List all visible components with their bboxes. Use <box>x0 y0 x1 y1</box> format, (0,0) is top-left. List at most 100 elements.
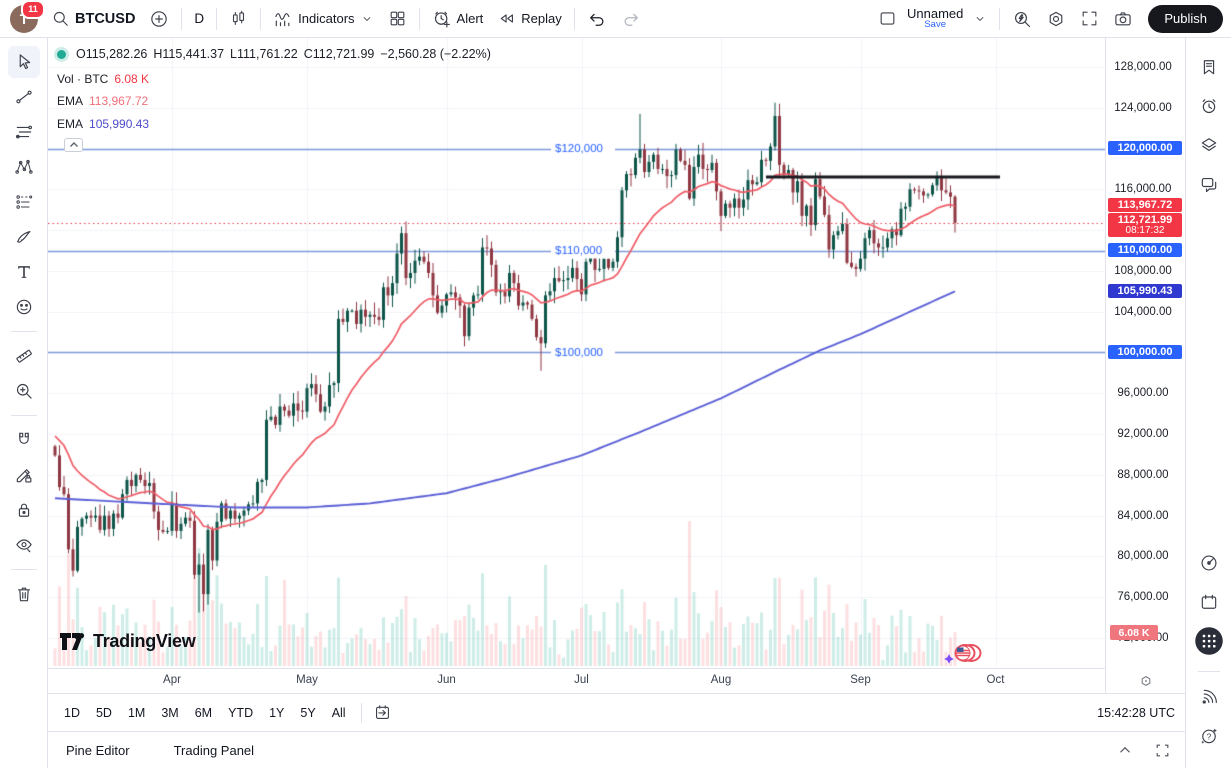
ohlc-legend-row[interactable]: O115,282.26 H115,441.37 L111,761.22 C112… <box>57 45 491 63</box>
chart-legend: O115,282.26 H115,441.37 L111,761.22 C112… <box>57 45 491 131</box>
lock-icon <box>14 500 34 520</box>
expand-panel-chevron-button[interactable] <box>1116 741 1134 759</box>
plus-circle-icon <box>149 9 169 29</box>
svg-text:?: ? <box>1206 731 1211 741</box>
replay-rewind-icon <box>497 9 516 28</box>
range-button-all[interactable]: All <box>331 705 346 720</box>
tab-trading-panel[interactable]: Trading Panel <box>173 742 255 758</box>
chat-panel-button[interactable] <box>1194 169 1224 199</box>
help-panel-button[interactable]: ? <box>1194 721 1224 751</box>
price-axis-tick: 128,000.00 <box>1114 61 1172 73</box>
undo-button[interactable] <box>580 5 614 33</box>
fullscreen-button[interactable] <box>1073 5 1106 33</box>
range-button-1d[interactable]: 1D <box>64 705 80 720</box>
ema-blue-legend-row[interactable]: EMA 105,990.43 <box>57 117 491 131</box>
time-axis[interactable]: Apr May Jun Jul Aug Sep Oct <box>48 668 1105 694</box>
layers-icon <box>1199 135 1219 155</box>
replay-button[interactable]: Replay <box>490 5 568 33</box>
redo-button[interactable] <box>614 5 648 33</box>
candlestick-chart-canvas[interactable] <box>48 38 1105 668</box>
volume-legend-row[interactable]: Vol · BTC 6.08 K <box>57 72 491 86</box>
ema-red-legend-row[interactable]: EMA 113,967.72 <box>57 94 491 108</box>
legend-change: −2,560.28 (−2.22%) <box>380 47 491 61</box>
emoji-tool[interactable] <box>8 291 40 323</box>
compare-add-symbol-button[interactable] <box>142 5 176 33</box>
chat-icon <box>1199 174 1219 194</box>
gear-icon <box>1046 9 1066 29</box>
calendar-panel-button[interactable] <box>1194 587 1224 617</box>
toolbar-divider <box>573 7 575 30</box>
grid-layout-icon <box>388 9 407 28</box>
interval-button[interactable]: D <box>194 11 205 26</box>
trend-line-tool[interactable] <box>8 81 40 113</box>
tab-pine-editor[interactable]: Pine Editor <box>66 742 130 758</box>
chart-style-button[interactable] <box>222 5 255 33</box>
alert-button[interactable]: Alert <box>425 5 491 33</box>
zoom-in-tool[interactable] <box>8 375 40 407</box>
ruler-tool[interactable] <box>8 340 40 372</box>
trash-tool[interactable] <box>8 578 40 610</box>
layout-select-button[interactable] <box>871 5 904 33</box>
settings-button[interactable] <box>1039 5 1073 33</box>
price-level-badge: 120,000.00 <box>1108 141 1182 156</box>
layout-menu-chevron[interactable] <box>966 5 994 33</box>
ema-label: EMA <box>57 94 84 108</box>
symbol-search-button[interactable]: BTCUSD <box>44 5 142 33</box>
text-tool[interactable] <box>8 256 40 288</box>
price-axis[interactable]: 128,000.00 124,000.00 116,000.00 108,000.00… <box>1105 38 1186 668</box>
toolbar-divider <box>260 7 262 30</box>
layout-name-block[interactable]: Unnamed Save <box>904 7 966 31</box>
eye-tool[interactable] <box>8 529 40 561</box>
symbol-label: BTCUSD <box>75 10 136 27</box>
trash-icon <box>14 584 34 604</box>
time-axis-month-label: Jun <box>437 674 456 686</box>
save-link[interactable]: Save <box>924 19 946 31</box>
alert-clock-icon <box>432 9 452 29</box>
tradingview-watermark: TradingView <box>60 631 196 652</box>
indicators-button[interactable]: Indicators <box>266 5 380 33</box>
volume-value-badge: 6.08 K <box>1110 625 1158 640</box>
range-button-1y[interactable]: 1Y <box>269 705 285 720</box>
price-axis-settings[interactable] <box>1105 668 1186 693</box>
range-button-5y[interactable]: 5Y <box>300 705 316 720</box>
apps-panel-button[interactable] <box>1194 626 1224 656</box>
brush-tool[interactable] <box>8 221 40 253</box>
cursor-tool[interactable] <box>7 46 40 78</box>
range-button-5d[interactable]: 5D <box>95 705 112 720</box>
range-button-3m[interactable]: 3M <box>161 705 179 720</box>
search-icon <box>51 9 70 28</box>
magnet-icon <box>14 430 34 450</box>
user-avatar[interactable]: T 11 <box>10 0 45 33</box>
publish-button[interactable]: Publish <box>1148 4 1223 33</box>
price-level-badge: 100,000.00 <box>1108 344 1182 359</box>
maximize-panel-button[interactable] <box>1154 742 1171 759</box>
pencil-lock-tool[interactable] <box>8 459 40 491</box>
wifi-panel-button[interactable] <box>1194 682 1224 712</box>
badge-price: 110,000.00 <box>1117 244 1173 257</box>
range-button-1m[interactable]: 1M <box>127 705 146 720</box>
range-button-ytd[interactable]: YTD <box>228 705 254 720</box>
undo-icon <box>587 9 607 29</box>
go-to-date-button[interactable] <box>369 699 396 727</box>
lock-tool[interactable] <box>8 494 40 526</box>
indicator-templates-button[interactable] <box>381 5 414 33</box>
quick-search-button[interactable] <box>1005 5 1039 33</box>
target-panel-button[interactable] <box>1194 548 1224 578</box>
layers-panel-button[interactable] <box>1194 130 1224 160</box>
server-clock[interactable]: 15:42:28 UTC <box>1097 705 1175 720</box>
alarm-panel-button[interactable] <box>1194 91 1224 121</box>
time-axis-month-label: Apr <box>163 674 181 686</box>
range-button-6m[interactable]: 6M <box>194 705 213 720</box>
legend-collapse-button[interactable] <box>64 138 83 152</box>
parallel-lines-tool[interactable] <box>8 116 40 148</box>
watchlist-panel-button[interactable] <box>1194 52 1224 82</box>
economic-calendar-event-icon[interactable] <box>941 640 985 668</box>
alarm-icon <box>1199 96 1219 116</box>
snapshot-button[interactable] <box>1106 5 1140 33</box>
badge-price: 112,721.99 <box>1117 214 1173 227</box>
xabcd-pattern-tool[interactable] <box>8 151 40 183</box>
axis-settings-gear-icon <box>1141 675 1151 686</box>
ema-blue-value: 105,990.43 <box>89 116 150 131</box>
magnet-tool[interactable] <box>8 424 40 456</box>
forecast-tool[interactable] <box>8 186 40 218</box>
